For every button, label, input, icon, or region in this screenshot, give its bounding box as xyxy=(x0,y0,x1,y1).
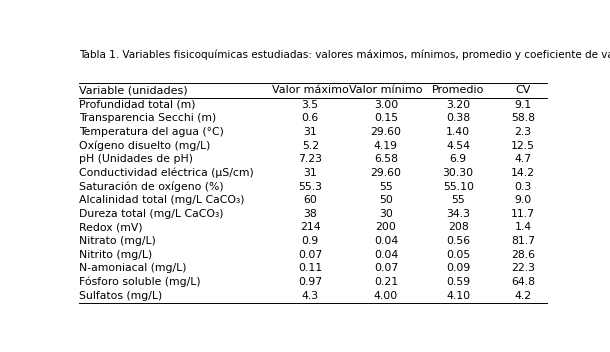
Text: Alcalinidad total (mg/L CaCO₃): Alcalinidad total (mg/L CaCO₃) xyxy=(79,195,244,205)
Text: 214: 214 xyxy=(300,222,321,232)
Text: Conductividad eléctrica (µS/cm): Conductividad eléctrica (µS/cm) xyxy=(79,168,253,178)
Text: Variable (unidades): Variable (unidades) xyxy=(79,86,187,95)
Text: 0.04: 0.04 xyxy=(374,236,398,246)
Text: 2.3: 2.3 xyxy=(514,127,531,137)
Text: 55.10: 55.10 xyxy=(443,182,474,191)
Text: 5.2: 5.2 xyxy=(302,140,319,151)
Text: 30.30: 30.30 xyxy=(443,168,474,178)
Text: 200: 200 xyxy=(376,222,396,232)
Text: 7.23: 7.23 xyxy=(298,154,322,164)
Text: 60: 60 xyxy=(303,195,317,205)
Text: 0.21: 0.21 xyxy=(374,277,398,287)
Text: N-amoniacal (mg/L): N-amoniacal (mg/L) xyxy=(79,263,186,273)
Text: 1.40: 1.40 xyxy=(446,127,470,137)
Text: 0.09: 0.09 xyxy=(446,263,470,273)
Text: 0.07: 0.07 xyxy=(374,263,398,273)
Text: 4.19: 4.19 xyxy=(374,140,398,151)
Text: 0.56: 0.56 xyxy=(446,236,470,246)
Text: 0.9: 0.9 xyxy=(301,236,319,246)
Text: 0.59: 0.59 xyxy=(446,277,470,287)
Text: 9.1: 9.1 xyxy=(514,100,531,110)
Text: Promedio: Promedio xyxy=(432,86,484,95)
Text: 9.0: 9.0 xyxy=(514,195,532,205)
Text: 11.7: 11.7 xyxy=(511,209,535,219)
Text: 6.9: 6.9 xyxy=(450,154,467,164)
Text: pH (Unidades de pH): pH (Unidades de pH) xyxy=(79,154,193,164)
Text: Profundidad total (m): Profundidad total (m) xyxy=(79,100,195,110)
Text: 38: 38 xyxy=(303,209,317,219)
Text: 29.60: 29.60 xyxy=(370,168,401,178)
Text: 29.60: 29.60 xyxy=(370,127,401,137)
Text: Redox (mV): Redox (mV) xyxy=(79,222,142,232)
Text: 12.5: 12.5 xyxy=(511,140,535,151)
Text: 58.8: 58.8 xyxy=(511,113,535,123)
Text: 4.2: 4.2 xyxy=(514,291,531,301)
Text: 50: 50 xyxy=(379,195,393,205)
Text: 0.97: 0.97 xyxy=(298,277,322,287)
Text: 0.38: 0.38 xyxy=(446,113,470,123)
Text: 64.8: 64.8 xyxy=(511,277,535,287)
Text: Tabla 1. Variables fisicoquímicas estudiadas: valores máximos, mínimos, promedio: Tabla 1. Variables fisicoquímicas estudi… xyxy=(79,49,610,59)
Text: Nitrato (mg/L): Nitrato (mg/L) xyxy=(79,236,156,246)
Text: 4.3: 4.3 xyxy=(302,291,319,301)
Text: 4.10: 4.10 xyxy=(446,291,470,301)
Text: Valor mínimo: Valor mínimo xyxy=(349,86,423,95)
Text: Transparencia Secchi (m): Transparencia Secchi (m) xyxy=(79,113,216,123)
Text: 4.7: 4.7 xyxy=(514,154,531,164)
Text: 3.00: 3.00 xyxy=(374,100,398,110)
Text: 0.07: 0.07 xyxy=(298,250,323,260)
Text: 0.15: 0.15 xyxy=(374,113,398,123)
Text: 55: 55 xyxy=(379,182,393,191)
Text: 55: 55 xyxy=(451,195,465,205)
Text: 208: 208 xyxy=(448,222,468,232)
Text: 0.04: 0.04 xyxy=(374,250,398,260)
Text: 14.2: 14.2 xyxy=(511,168,535,178)
Text: Fósforo soluble (mg/L): Fósforo soluble (mg/L) xyxy=(79,277,200,287)
Text: 31: 31 xyxy=(303,127,317,137)
Text: Dureza total (mg/L CaCO₃): Dureza total (mg/L CaCO₃) xyxy=(79,209,223,219)
Text: 28.6: 28.6 xyxy=(511,250,535,260)
Text: Saturación de oxígeno (%): Saturación de oxígeno (%) xyxy=(79,181,223,192)
Text: 4.00: 4.00 xyxy=(374,291,398,301)
Text: 81.7: 81.7 xyxy=(511,236,535,246)
Text: Sulfatos (mg/L): Sulfatos (mg/L) xyxy=(79,291,162,301)
Text: 34.3: 34.3 xyxy=(447,209,470,219)
Text: 55.3: 55.3 xyxy=(298,182,322,191)
Text: 0.3: 0.3 xyxy=(514,182,532,191)
Text: 30: 30 xyxy=(379,209,393,219)
Text: 0.11: 0.11 xyxy=(298,263,322,273)
Text: Temperatura del agua (°C): Temperatura del agua (°C) xyxy=(79,127,223,137)
Text: Nitrito (mg/L): Nitrito (mg/L) xyxy=(79,250,152,260)
Text: 0.6: 0.6 xyxy=(301,113,319,123)
Text: 0.05: 0.05 xyxy=(446,250,470,260)
Text: 1.4: 1.4 xyxy=(514,222,531,232)
Text: 4.54: 4.54 xyxy=(447,140,470,151)
Text: CV: CV xyxy=(515,86,531,95)
Text: 3.20: 3.20 xyxy=(446,100,470,110)
Text: Oxígeno disuelto (mg/L): Oxígeno disuelto (mg/L) xyxy=(79,140,210,151)
Text: 3.5: 3.5 xyxy=(302,100,319,110)
Text: 31: 31 xyxy=(303,168,317,178)
Text: 22.3: 22.3 xyxy=(511,263,535,273)
Text: Valor máximo: Valor máximo xyxy=(272,86,349,95)
Text: 6.58: 6.58 xyxy=(374,154,398,164)
